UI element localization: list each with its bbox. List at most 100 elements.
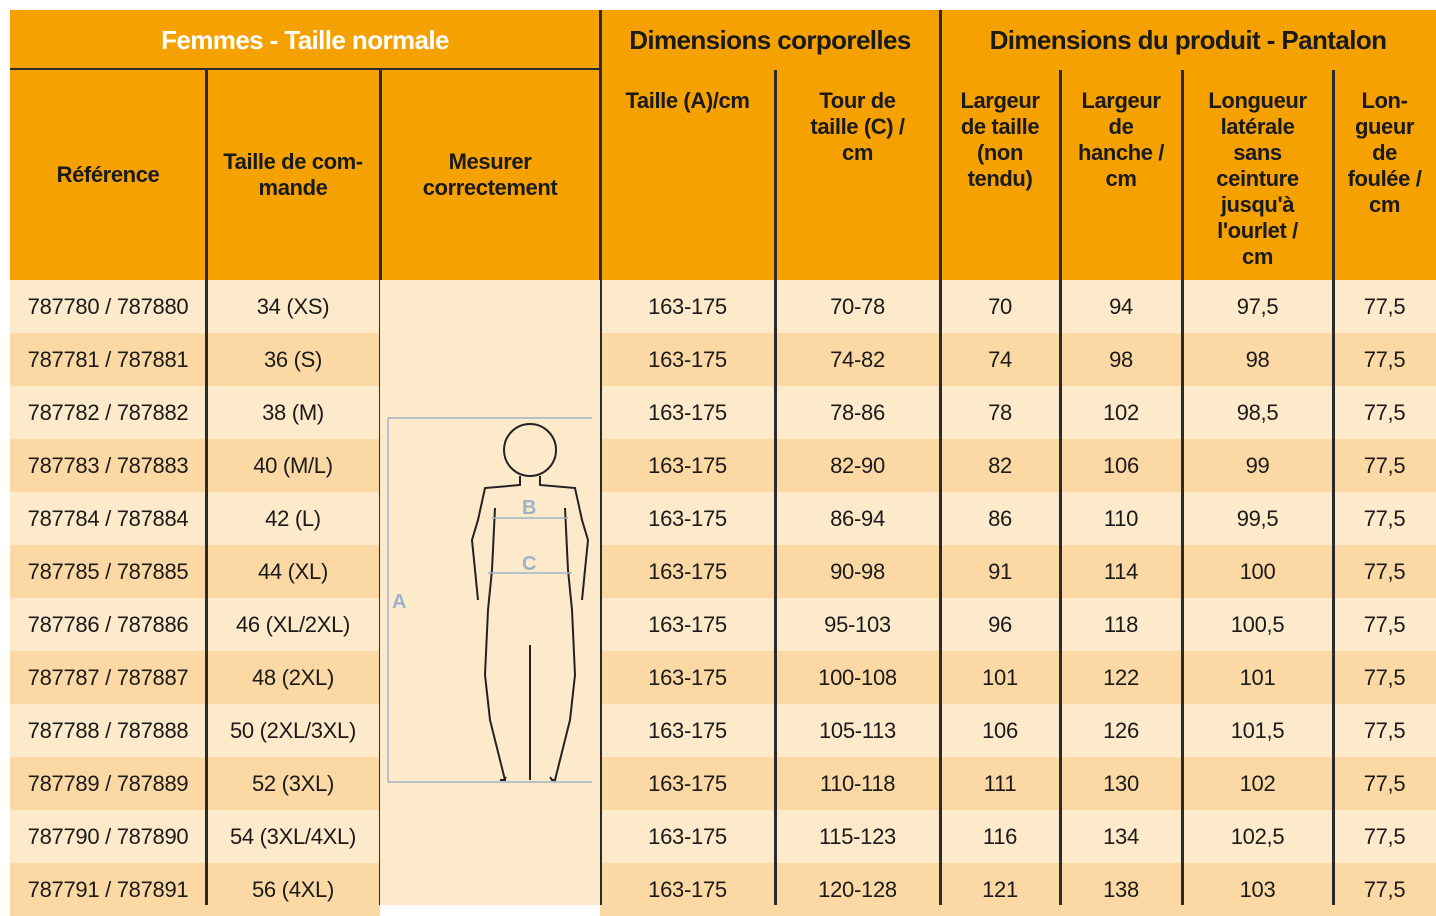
table-cell: 78-86 bbox=[775, 386, 940, 439]
table-cell: 110 bbox=[1060, 492, 1182, 545]
column-header: Taille (A)/cm bbox=[600, 70, 775, 280]
table-cell: 77,5 bbox=[1333, 439, 1436, 492]
table-cell: 46 (XL/2XL) bbox=[206, 598, 380, 651]
figure-label: A bbox=[392, 591, 406, 613]
table-cell: 126 bbox=[1060, 704, 1182, 757]
table-cell: 787787 / 787887 bbox=[10, 651, 206, 704]
table-cell: 106 bbox=[1060, 439, 1182, 492]
table-cell: 163-175 bbox=[600, 863, 775, 916]
table-cell: 163-175 bbox=[600, 333, 775, 386]
table-cell: 101,5 bbox=[1182, 704, 1333, 757]
table-cell: 98,5 bbox=[1182, 386, 1333, 439]
group-header: Dimensions corporelles bbox=[600, 10, 940, 70]
column-header: Référence bbox=[10, 70, 206, 280]
table-cell: 121 bbox=[940, 863, 1060, 916]
table-cell: 120-128 bbox=[775, 863, 940, 916]
table-cell: 163-175 bbox=[600, 492, 775, 545]
table-cell: 77,5 bbox=[1333, 651, 1436, 704]
table-cell: 787783 / 787883 bbox=[10, 439, 206, 492]
column-divider bbox=[205, 70, 208, 905]
table-cell: 97,5 bbox=[1182, 280, 1333, 333]
table-cell: 134 bbox=[1060, 810, 1182, 863]
table-cell: 77,5 bbox=[1333, 704, 1436, 757]
column-divider bbox=[774, 70, 777, 905]
table-cell: 163-175 bbox=[600, 704, 775, 757]
table-cell: 77,5 bbox=[1333, 280, 1436, 333]
table-cell: 82-90 bbox=[775, 439, 940, 492]
table-cell: 82 bbox=[940, 439, 1060, 492]
table-cell: 36 (S) bbox=[206, 333, 380, 386]
column-header: Mesurer correctement bbox=[380, 70, 600, 280]
table-cell: 50 (2XL/3XL) bbox=[206, 704, 380, 757]
table-cell: 77,5 bbox=[1333, 757, 1436, 810]
group-header: Dimensions du produit - Pantalon bbox=[940, 10, 1436, 70]
table-cell: 787790 / 787890 bbox=[10, 810, 206, 863]
table-cell: 54 (3XL/4XL) bbox=[206, 810, 380, 863]
column-header: Largeur de hanche / cm bbox=[1060, 70, 1182, 280]
table-cell: 130 bbox=[1060, 757, 1182, 810]
body-outline bbox=[470, 423, 590, 781]
figure-label: C bbox=[522, 553, 536, 575]
column-divider bbox=[939, 10, 942, 905]
table-cell: 110-118 bbox=[775, 757, 940, 810]
table-cell: 77,5 bbox=[1333, 598, 1436, 651]
table-cell: 102 bbox=[1182, 757, 1333, 810]
table-cell: 56 (4XL) bbox=[206, 863, 380, 916]
table-cell: 70 bbox=[940, 280, 1060, 333]
table-cell: 91 bbox=[940, 545, 1060, 598]
column-divider bbox=[1181, 70, 1184, 905]
header-rule bbox=[10, 68, 600, 71]
table-cell: 163-175 bbox=[600, 651, 775, 704]
table-cell: 96 bbox=[940, 598, 1060, 651]
column-header: Largeur de taille (non tendu) bbox=[940, 70, 1060, 280]
table-cell: 34 (XS) bbox=[206, 280, 380, 333]
table-cell: 163-175 bbox=[600, 810, 775, 863]
table-cell: 100 bbox=[1182, 545, 1333, 598]
table-cell: 122 bbox=[1060, 651, 1182, 704]
column-header: Longueur latérale sans ceinture jusqu'à … bbox=[1182, 70, 1333, 280]
table-cell: 111 bbox=[940, 757, 1060, 810]
table-cell: 42 (L) bbox=[206, 492, 380, 545]
table-cell: 94 bbox=[1060, 280, 1182, 333]
table-cell: 48 (2XL) bbox=[206, 651, 380, 704]
column-divider bbox=[1332, 70, 1335, 905]
table-cell: 90-98 bbox=[775, 545, 940, 598]
table-cell: 77,5 bbox=[1333, 863, 1436, 916]
table-cell: 100-108 bbox=[775, 651, 940, 704]
table-cell: 86 bbox=[940, 492, 1060, 545]
table-cell: 163-175 bbox=[600, 280, 775, 333]
table-cell: 38 (M) bbox=[206, 386, 380, 439]
table-cell: 77,5 bbox=[1333, 810, 1436, 863]
table-cell: 114 bbox=[1060, 545, 1182, 598]
table-cell: 52 (3XL) bbox=[206, 757, 380, 810]
table-cell: 78 bbox=[940, 386, 1060, 439]
table-cell: 99 bbox=[1182, 439, 1333, 492]
table-cell: 138 bbox=[1060, 863, 1182, 916]
table-cell: 787789 / 787889 bbox=[10, 757, 206, 810]
table-cell: 70-78 bbox=[775, 280, 940, 333]
column-divider bbox=[1059, 70, 1062, 905]
column-header: Tour de taille (C) / cm bbox=[775, 70, 940, 280]
measure-lines bbox=[387, 417, 592, 783]
table-cell: 787791 / 787891 bbox=[10, 863, 206, 916]
table-cell: 115-123 bbox=[775, 810, 940, 863]
table-cell: 163-175 bbox=[600, 386, 775, 439]
table-cell: 787782 / 787882 bbox=[10, 386, 206, 439]
table-cell: 106 bbox=[940, 704, 1060, 757]
table-cell: 787788 / 787888 bbox=[10, 704, 206, 757]
column-header: Taille de com- mande bbox=[206, 70, 380, 280]
table-cell: 163-175 bbox=[600, 757, 775, 810]
table-cell: 103 bbox=[1182, 863, 1333, 916]
table-cell: 163-175 bbox=[600, 439, 775, 492]
table-cell: 163-175 bbox=[600, 598, 775, 651]
table-cell: 101 bbox=[1182, 651, 1333, 704]
table-cell: 163-175 bbox=[600, 545, 775, 598]
table-cell: 787785 / 787885 bbox=[10, 545, 206, 598]
table-cell: 787780 / 787880 bbox=[10, 280, 206, 333]
table-cell: 74 bbox=[940, 333, 1060, 386]
column-header: Lon- gueur de foulée / cm bbox=[1333, 70, 1436, 280]
table-cell: 95-103 bbox=[775, 598, 940, 651]
table-cell: 99,5 bbox=[1182, 492, 1333, 545]
table-cell: 118 bbox=[1060, 598, 1182, 651]
